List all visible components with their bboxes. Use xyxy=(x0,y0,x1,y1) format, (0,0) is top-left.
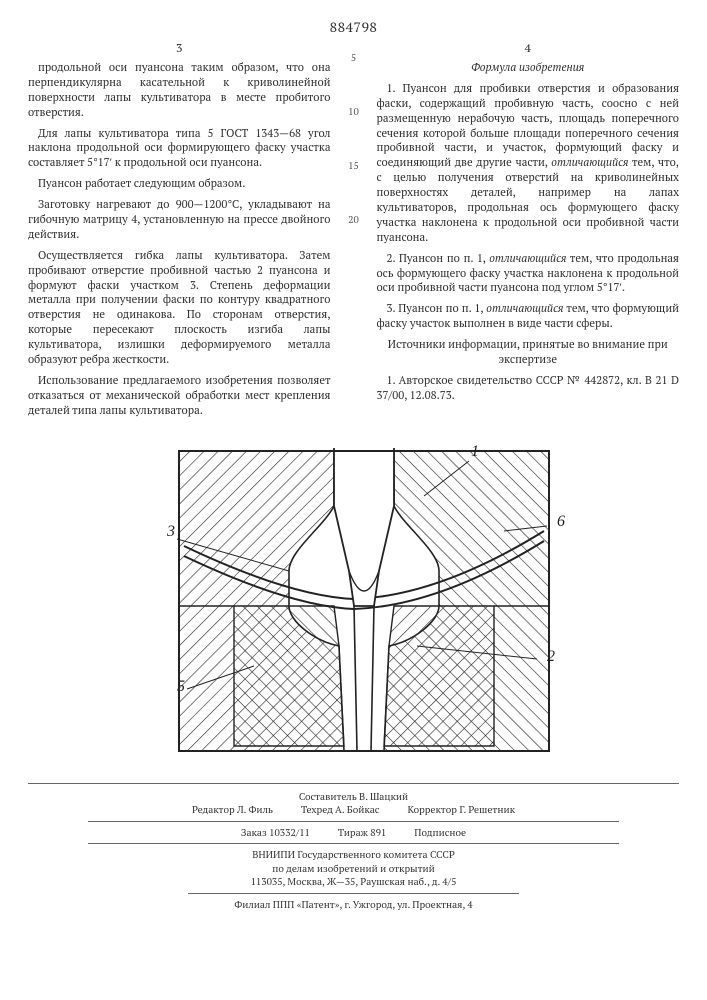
lineno: 10 xyxy=(347,105,361,149)
claim: 2. Пуансон по п. 1, отличающийся тем, чт… xyxy=(377,252,680,297)
colophon: Составитель В. Шацкий Редактор Л. Филь Т… xyxy=(28,790,679,912)
svg-text:3: 3 xyxy=(166,523,175,540)
text-columns: 3 продольной оси пуансона таким образом,… xyxy=(28,41,679,425)
line-numbers: 5 10 15 20 xyxy=(347,41,361,425)
claim: 3. Пуансон по п. 1, отличающийся тем, чт… xyxy=(377,302,680,332)
svg-text:5: 5 xyxy=(177,678,185,695)
lineno: 15 xyxy=(347,159,361,203)
technical-drawing: 1 6 3 2 5 xyxy=(139,431,569,771)
claims-title: Формула изобретения xyxy=(377,61,680,76)
sources: 1. Авторское свидетельство СССР № 442872… xyxy=(377,374,680,404)
circulation: Тираж 891 xyxy=(338,826,386,840)
order-no: Заказ 10332/11 xyxy=(241,826,310,840)
patent-number: 884798 xyxy=(28,18,679,37)
lineno: 5 xyxy=(347,51,361,95)
claim: 1. Пуансон для пробивки отверстия и обра… xyxy=(377,82,680,246)
svg-text:2: 2 xyxy=(547,648,555,665)
para: Пуансон работает следующим образом. xyxy=(28,177,331,192)
addr-line: Филиал ППП «Патент», г. Ужгород, ул. Про… xyxy=(28,898,679,912)
svg-text:1: 1 xyxy=(471,443,479,460)
editor: Редактор Л. Филь xyxy=(192,803,273,817)
separator xyxy=(28,783,679,784)
org-line: по делам изобретений и открытий xyxy=(28,862,679,876)
para: Использование предлагаемого изобретения … xyxy=(28,374,331,419)
svg-text:6: 6 xyxy=(557,513,565,530)
left-column: 3 продольной оси пуансона таким образом,… xyxy=(28,41,331,425)
lineno: 20 xyxy=(347,213,361,257)
para: продольной оси пуансона таким образом, ч… xyxy=(28,61,331,121)
right-column: 4 Формула изобретения 1. Пуансон для про… xyxy=(377,41,680,425)
sources-title: Источники информации, принятые во вниман… xyxy=(377,338,680,368)
addr-line: 113035, Москва, Ж—35, Раушская наб., д. … xyxy=(28,875,679,889)
para: Для лапы культиватора типа 5 ГОСТ 1343—6… xyxy=(28,127,331,172)
compiler: Составитель В. Шацкий xyxy=(299,790,408,804)
org-line: ВНИИПИ Государственного комитета СССР xyxy=(28,848,679,862)
figure: 1 6 3 2 5 xyxy=(28,431,679,771)
subscript: Подписное xyxy=(414,826,466,840)
tech-editor: Техред А. Бойкас xyxy=(301,803,380,817)
para: Осуществляется гибка лапы культиватора. … xyxy=(28,249,331,368)
right-column-number: 4 xyxy=(377,41,680,57)
corrector: Корректор Г. Решетник xyxy=(407,803,515,817)
para: Заготовку нагревают до 900—1200°С, уклад… xyxy=(28,198,331,243)
left-column-number: 3 xyxy=(28,41,331,57)
